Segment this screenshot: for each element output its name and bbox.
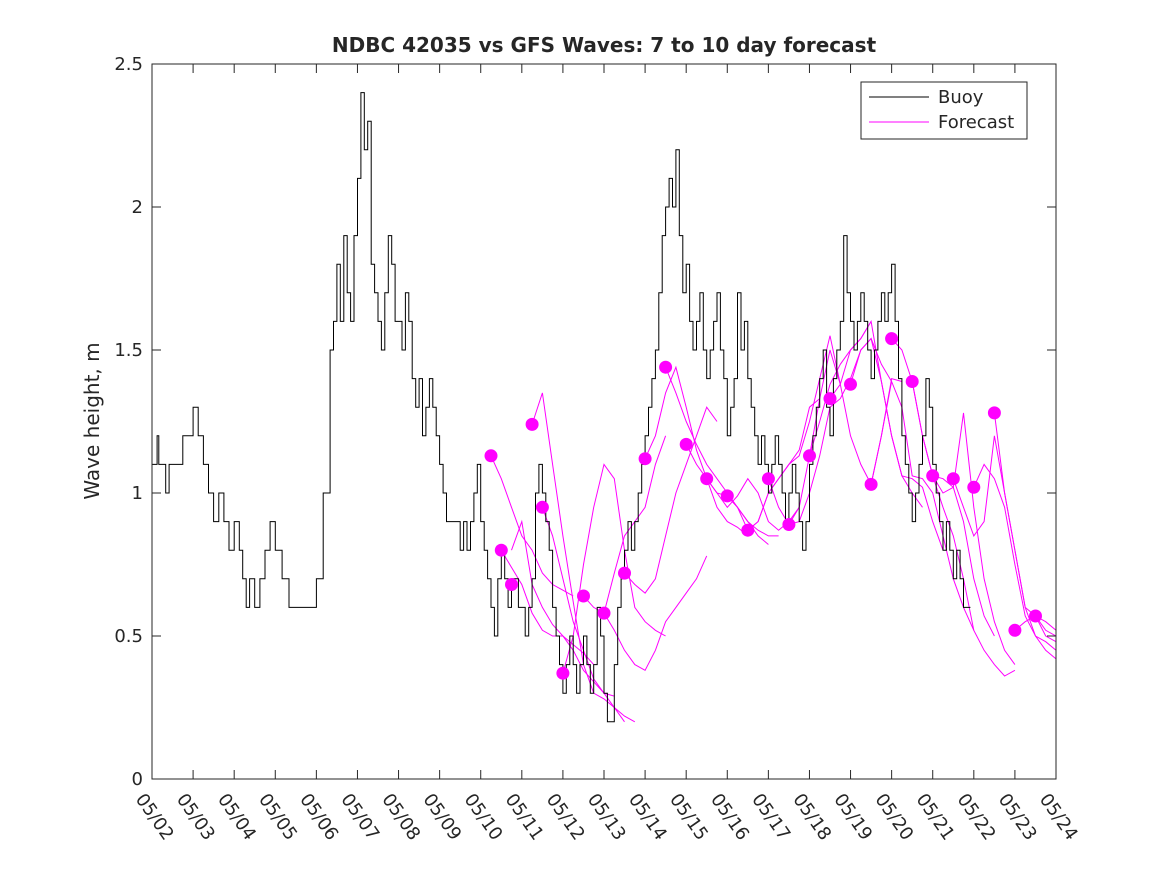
forecast-series-line-21 [870, 379, 975, 631]
y-tick-label: 2 [132, 197, 143, 218]
forecast-series-line-10 [644, 365, 749, 537]
forecast-marker-19 [844, 377, 857, 391]
buoy-series-line [152, 92, 971, 723]
forecast-marker-5 [556, 666, 570, 680]
forecast-marker-6 [577, 589, 590, 603]
forecast-series-line-6 [562, 463, 666, 674]
legend-box [860, 81, 1028, 140]
forecast-series-line-27 [993, 412, 1057, 637]
forecast-series-line-23 [911, 381, 1016, 665]
forecast-marker-8 [618, 566, 631, 580]
forecast-marker-0 [484, 449, 498, 463]
forecast-markers [484, 332, 1042, 680]
forecast-series-line-4 [531, 392, 625, 723]
legend: Buoy Forecast [860, 81, 1028, 140]
plot-area [151, 63, 1057, 780]
forecast-series-line-24 [932, 475, 1016, 677]
forecast-marker-7 [597, 606, 611, 620]
forecast-series-line-20 [850, 337, 944, 551]
forecast-marker-18 [823, 392, 837, 406]
forecast-marker-24 [946, 472, 960, 486]
legend-label-forecast: Forecast [938, 112, 1014, 133]
forecast-marker-3 [525, 417, 539, 431]
forecast-marker-13 [720, 489, 734, 503]
forecast-series-line-22 [891, 338, 995, 637]
forecast-series-line-19 [829, 319, 923, 508]
forecast-series-line-17 [788, 337, 893, 525]
y-tick-label: 0.5 [114, 626, 143, 647]
forecast-series-line-1 [490, 455, 574, 597]
forecast-marker-14 [741, 523, 755, 537]
buoy-line-group [152, 92, 971, 723]
forecast-marker-9 [638, 452, 652, 466]
forecast-series-line-2 [500, 549, 595, 665]
forecast-series-line-15 [747, 335, 841, 531]
y-tick-label: 1 [132, 483, 143, 504]
forecast-marker-2 [505, 578, 518, 591]
forecast-marker-20 [864, 477, 878, 491]
forecast-marker-11 [679, 437, 693, 451]
chart-title: NDBC 42035 vs GFS Waves: 7 to 10 day for… [332, 33, 877, 57]
forecast-marker-10 [659, 360, 673, 374]
forecast-series-line-26 [973, 463, 1057, 651]
forecast-marker-21 [885, 332, 899, 346]
legend-label-buoy: Buoy [938, 87, 984, 108]
forecast-marker-23 [926, 469, 940, 483]
forecast-marker-22 [905, 375, 919, 388]
forecast-marker-12 [700, 472, 714, 486]
y-tick-label: 0 [132, 769, 143, 790]
forecast-series-line-3 [511, 519, 615, 697]
forecast-marker-1 [494, 543, 508, 557]
y-axis: 0 0.5 1 1.5 2 2.5 [114, 54, 1056, 790]
forecast-series-line-8 [603, 555, 708, 671]
forecast-marker-27 [1008, 623, 1022, 637]
forecast-marker-26 [987, 406, 1001, 420]
y-tick-label: 1.5 [114, 340, 143, 361]
y-tick-label: 2.5 [114, 54, 143, 75]
forecast-marker-17 [803, 449, 816, 463]
forecast-marker-15 [761, 472, 775, 486]
forecast-series-line-9 [624, 406, 718, 594]
forecast-marker-25 [967, 480, 981, 494]
forecast-marker-16 [782, 518, 796, 531]
forecast-marker-28 [1029, 609, 1042, 623]
y-axis-label: Wave height, m [80, 342, 104, 499]
forecast-marker-4 [535, 500, 549, 514]
